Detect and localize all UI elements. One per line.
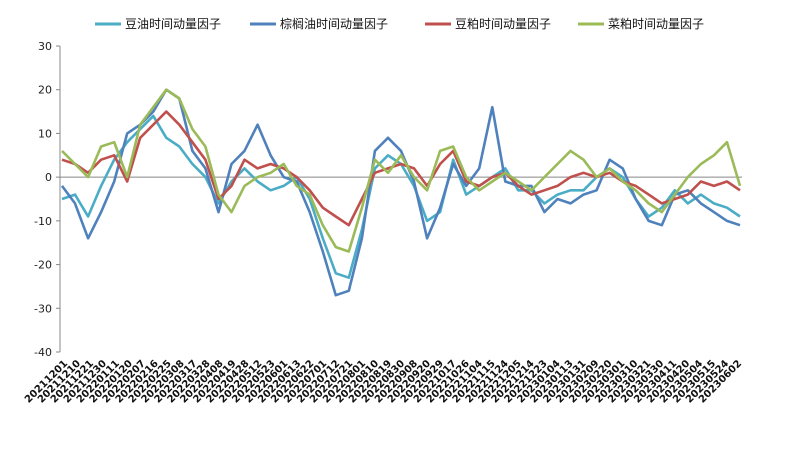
series-line-1 <box>61 114 741 280</box>
y-tick-label: -10 <box>34 215 52 228</box>
y-tick-label: 0 <box>45 171 52 184</box>
y-tick-label: -30 <box>34 302 52 315</box>
y-tick-label: 30 <box>38 40 52 53</box>
series-line-3 <box>61 110 741 227</box>
y-tick-label: 10 <box>38 127 52 140</box>
y-tick-label: -20 <box>34 259 52 272</box>
legend-label-4: 菜粕时间动量因子 <box>608 16 704 31</box>
legend-label-3: 豆粕时间动量因子 <box>455 16 551 31</box>
legend-label-2: 棕榈油时间动量因子 <box>280 16 388 31</box>
y-axis: 30 20 10 0 -10 -20 -30 -40 <box>34 40 61 359</box>
legend: 豆油时间动量因子 棕榈油时间动量因子 豆粕时间动量因子 菜粕时间动量因子 <box>95 16 704 31</box>
plot-area <box>60 88 742 297</box>
y-tick-label: -40 <box>34 346 52 359</box>
legend-label-1: 豆油时间动量因子 <box>125 17 221 31</box>
y-tick-label: 20 <box>38 84 52 97</box>
series-line-4 <box>61 88 742 253</box>
x-axis: 2021120120211210202112212021123020220111… <box>23 176 744 405</box>
